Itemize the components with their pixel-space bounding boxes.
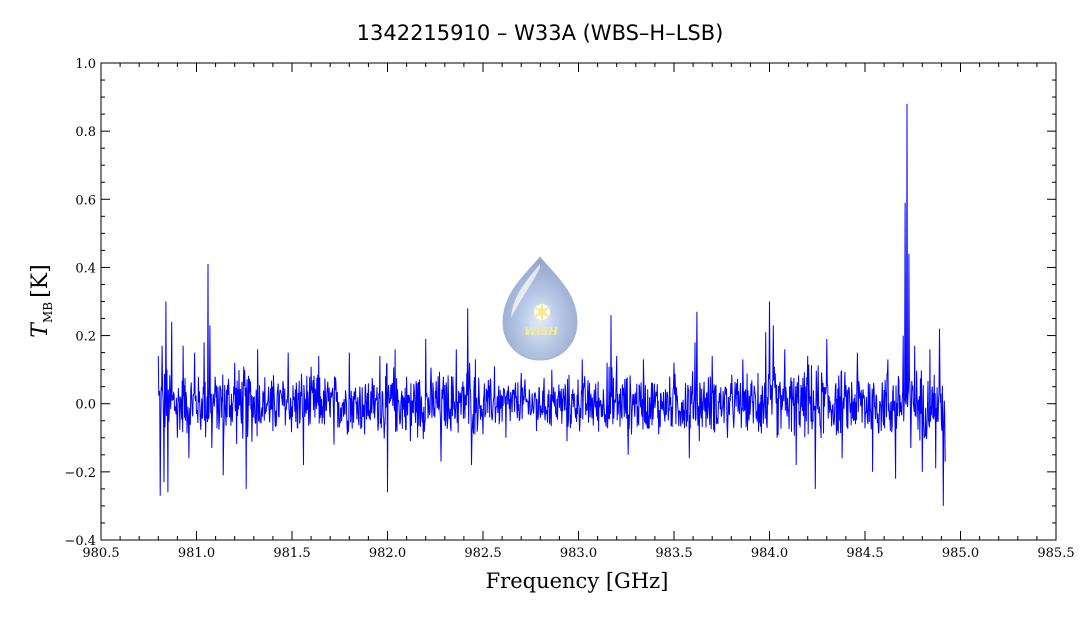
y-axis-label-main: T [28,321,53,338]
y-tick-label: 0.0 [75,398,96,413]
x-tick-label: 984.5 [846,546,883,561]
x-axis-label: Frequency [GHz] [486,569,669,593]
wish-logo: WISH [502,256,578,361]
y-axis-label-sub: MB [41,302,55,323]
series-line [157,103,946,506]
y-tick-label: 1.0 [75,57,96,72]
y-tick-label: −0.2 [64,466,96,481]
y-axis-label: TMB [K] [28,264,55,337]
x-tick-label: 985.5 [1037,546,1074,561]
y-tick-label: 0.6 [75,193,96,208]
x-tick-label: 984.0 [751,546,788,561]
x-tick-label: 980.5 [82,546,119,561]
x-tick-label: 982.0 [369,546,406,561]
y-axis-label-unit: [K] [28,264,53,298]
plot-frame [100,62,1057,541]
x-tick-label: 985.0 [942,546,979,561]
wish-text: WISH [524,325,557,338]
x-tick-label: 982.5 [464,546,501,561]
y-tick-label: 0.2 [75,330,96,345]
y-tick-label: −0.4 [64,534,96,549]
x-tick-label: 981.5 [273,546,310,561]
axis-ticks [100,62,1057,541]
y-tick-label: 0.4 [75,261,96,276]
x-tick-label: 981.0 [178,546,215,561]
svg-text:TMB[K]: TMB [K] [28,264,55,337]
tick-labels: 980.5 981.0 981.5 982.0 982.5 983.0 983.5 984.0… [64,57,1074,561]
x-tick-label: 983.5 [655,546,692,561]
star-icon [533,301,551,323]
x-tick-label: 983.0 [560,546,597,561]
y-tick-label: 0.8 [75,125,96,140]
chart-title: 1342215910 – W33A (WBS–H–LSB) [357,21,724,45]
drop-highlight-icon [511,264,540,318]
